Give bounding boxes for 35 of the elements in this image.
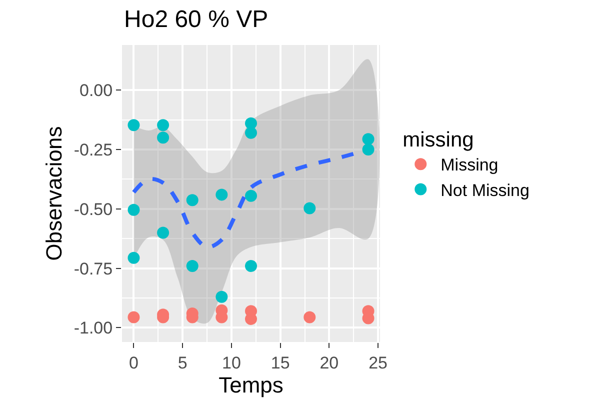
point: [157, 226, 170, 239]
point: [186, 194, 198, 206]
legend-label: Missing: [440, 156, 498, 175]
x-tick-label: 0: [128, 353, 138, 372]
point: [186, 260, 198, 272]
x-axis-title: Temps: [218, 372, 284, 398]
x-tick-label: 15: [270, 353, 290, 372]
point: [362, 144, 374, 156]
y-tick-label: -1.00: [74, 318, 113, 338]
point: [157, 132, 170, 144]
point: [157, 119, 170, 132]
point: [245, 126, 257, 139]
point: [304, 311, 316, 324]
point: [216, 188, 228, 201]
point: [245, 190, 257, 202]
x-tick-label: 20: [320, 353, 339, 372]
point: [304, 202, 316, 214]
y-tick-label: -0.25: [74, 140, 113, 160]
y-axis-title: Observacions: [42, 126, 67, 261]
legend-label: Not Missing: [440, 180, 530, 200]
x-tick-label: 5: [178, 353, 188, 372]
x-tick-label: 10: [222, 353, 241, 372]
point: [245, 260, 257, 272]
y-tick-label: -0.50: [74, 200, 113, 219]
point: [128, 252, 140, 264]
point: [128, 311, 140, 324]
point: [128, 119, 140, 132]
x-tick-label: 25: [368, 353, 388, 372]
point: [216, 290, 228, 303]
point: [362, 133, 374, 146]
y-tick-label: 0.00: [80, 81, 113, 100]
chart-title: Ho2 60 % VP: [124, 6, 268, 34]
point: [128, 204, 140, 216]
y-tick-label: -0.75: [74, 259, 113, 278]
legend-title: missing: [402, 128, 474, 152]
